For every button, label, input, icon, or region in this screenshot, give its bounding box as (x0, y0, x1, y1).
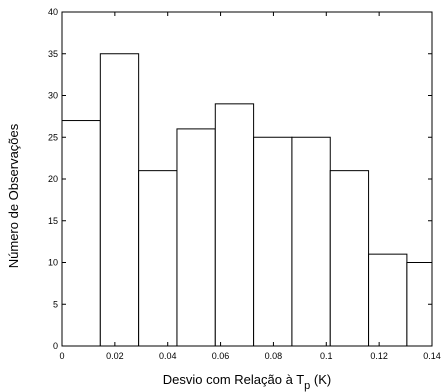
x-tick-label: 0.1 (320, 351, 333, 361)
x-axis-title: Desvio com Relação à Tp (K) (163, 372, 331, 392)
y-tick-label: 10 (48, 258, 58, 268)
y-tick-label: 0 (53, 341, 58, 351)
histogram-bar (176, 128, 216, 347)
y-axis-title: Número de Observações (6, 123, 21, 268)
histogram-bar (406, 262, 433, 347)
x-tick-label: 0.14 (423, 351, 441, 361)
histogram-bar (138, 170, 178, 347)
x-tick-label: 0.06 (212, 351, 230, 361)
histogram-bar (214, 103, 255, 347)
x-tick-label: 0.04 (159, 351, 177, 361)
y-tick-label: 30 (48, 91, 58, 101)
y-tick-label: 35 (48, 49, 58, 59)
y-tick-label: 20 (48, 174, 58, 184)
x-axis-title-suffix: (K) (310, 372, 331, 387)
histogram-bar (368, 253, 408, 347)
histogram-bar (291, 136, 331, 347)
histogram-bar (253, 136, 293, 347)
histogram-bar (61, 120, 101, 347)
bars-group (61, 53, 433, 347)
x-ticks-group: 0 0.02 0.04 0.06 0.08 0.1 0.12 0.14 (59, 12, 441, 361)
x-axis-title-subscript: p (304, 380, 310, 392)
x-tick-label: 0.02 (106, 351, 124, 361)
x-tick-label: 0 (59, 351, 64, 361)
y-tick-label: 40 (48, 7, 58, 17)
y-tick-label: 5 (53, 299, 58, 309)
y-tick-label: 25 (48, 132, 58, 142)
y-ticks-group: 0 5 10 15 20 25 30 35 40 (48, 7, 432, 351)
x-tick-label: 0.08 (265, 351, 283, 361)
x-axis-title-main: Desvio com Relação à T (163, 372, 304, 387)
y-tick-label: 15 (48, 216, 58, 226)
histogram-bar (99, 53, 140, 347)
histogram-bar (329, 170, 370, 347)
x-tick-label: 0.12 (370, 351, 388, 361)
